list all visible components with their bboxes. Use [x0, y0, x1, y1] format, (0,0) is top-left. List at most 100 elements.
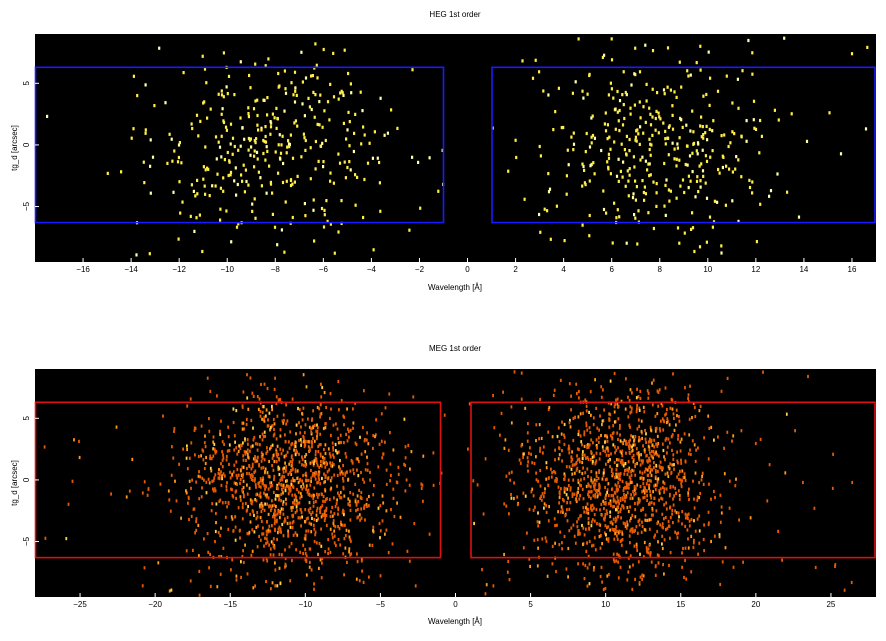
event-pixel [340, 199, 343, 203]
event-pixel [567, 447, 570, 451]
event-pixel [241, 427, 244, 431]
event-pixel [408, 559, 411, 563]
event-pixel [362, 477, 364, 481]
event-pixel [313, 115, 316, 119]
event-pixel [374, 435, 376, 439]
event-pixel [591, 481, 594, 485]
event-pixel [510, 496, 513, 500]
event-pixel [696, 495, 699, 499]
event-pixel [654, 427, 657, 431]
event-pixel [239, 495, 242, 499]
event-pixel [570, 526, 573, 530]
event-pixel [538, 212, 541, 217]
event-pixel [130, 136, 133, 140]
event-pixel [563, 499, 565, 503]
event-pixel [254, 458, 257, 462]
event-pixel [582, 411, 584, 415]
event-pixel [291, 463, 294, 467]
event-pixel [644, 428, 646, 433]
event-pixel [182, 71, 185, 75]
event-pixel [255, 137, 258, 141]
event-pixel [203, 67, 207, 71]
event-pixel [328, 497, 331, 501]
event-pixel [279, 428, 282, 432]
event-pixel [554, 471, 557, 475]
event-pixel [265, 451, 268, 455]
event-pixel [229, 476, 232, 480]
event-pixel [325, 199, 328, 203]
event-pixel [604, 111, 607, 115]
event-pixel [724, 546, 727, 550]
event-pixel [215, 502, 218, 506]
event-pixel [658, 554, 660, 558]
event-pixel [711, 225, 714, 229]
event-pixel [688, 487, 690, 491]
event-pixel [148, 252, 151, 256]
event-pixel [323, 390, 326, 395]
event-pixel [641, 436, 643, 441]
event-pixel [313, 459, 316, 463]
event-pixel [340, 496, 343, 500]
event-pixel [277, 452, 280, 456]
event-pixel [271, 456, 274, 460]
event-pixel [543, 491, 546, 495]
event-pixel [728, 167, 731, 171]
event-pixel [617, 553, 620, 557]
event-pixel [643, 470, 646, 474]
event-pixel [698, 514, 701, 518]
event-pixel [208, 429, 211, 433]
event-pixel [255, 517, 258, 521]
event-pixel [676, 450, 678, 454]
event-pixel [620, 538, 623, 543]
event-pixel [617, 477, 620, 481]
event-pixel [358, 459, 360, 464]
event-pixel [296, 533, 299, 537]
event-pixel [239, 498, 242, 502]
event-pixel [671, 448, 673, 452]
event-pixel [260, 479, 262, 483]
event-pixel [410, 450, 413, 454]
event-pixel [720, 511, 723, 515]
event-pixel [570, 459, 573, 463]
event-pixel [664, 515, 667, 520]
event-pixel [586, 92, 589, 96]
event-pixel [666, 46, 670, 50]
event-pixel [355, 577, 358, 581]
event-pixel [343, 537, 346, 541]
event-pixel [379, 96, 382, 100]
event-pixel [206, 116, 209, 120]
event-pixel [607, 482, 610, 486]
event-pixel [280, 228, 283, 232]
event-pixel [319, 93, 322, 97]
event-pixel [537, 546, 539, 550]
event-pixel [691, 416, 693, 420]
event-pixel [291, 526, 294, 530]
event-pixel [638, 500, 641, 504]
event-pixel [546, 209, 549, 213]
event-pixel [244, 439, 246, 443]
event-pixel [329, 416, 331, 421]
event-pixel [607, 459, 610, 463]
event-pixel [209, 552, 211, 556]
event-pixel [366, 462, 369, 466]
event-pixel [247, 115, 250, 119]
event-pixel [604, 500, 607, 505]
event-pixel [199, 475, 202, 479]
event-pixel [701, 125, 704, 129]
event-pixel [670, 470, 673, 474]
event-pixel [698, 496, 701, 500]
event-pixel [263, 458, 266, 462]
event-pixel [345, 432, 347, 436]
event-pixel [315, 541, 318, 545]
event-pixel [294, 468, 297, 472]
event-pixel [204, 145, 207, 149]
event-pixel [851, 480, 854, 485]
event-pixel [578, 531, 581, 536]
event-pixel [717, 435, 719, 439]
event-pixel [649, 468, 652, 472]
x-tick-label: 0 [465, 265, 470, 274]
event-pixel [298, 460, 301, 464]
event-pixel [531, 76, 535, 80]
event-pixel [631, 448, 634, 452]
event-pixel [296, 476, 299, 480]
